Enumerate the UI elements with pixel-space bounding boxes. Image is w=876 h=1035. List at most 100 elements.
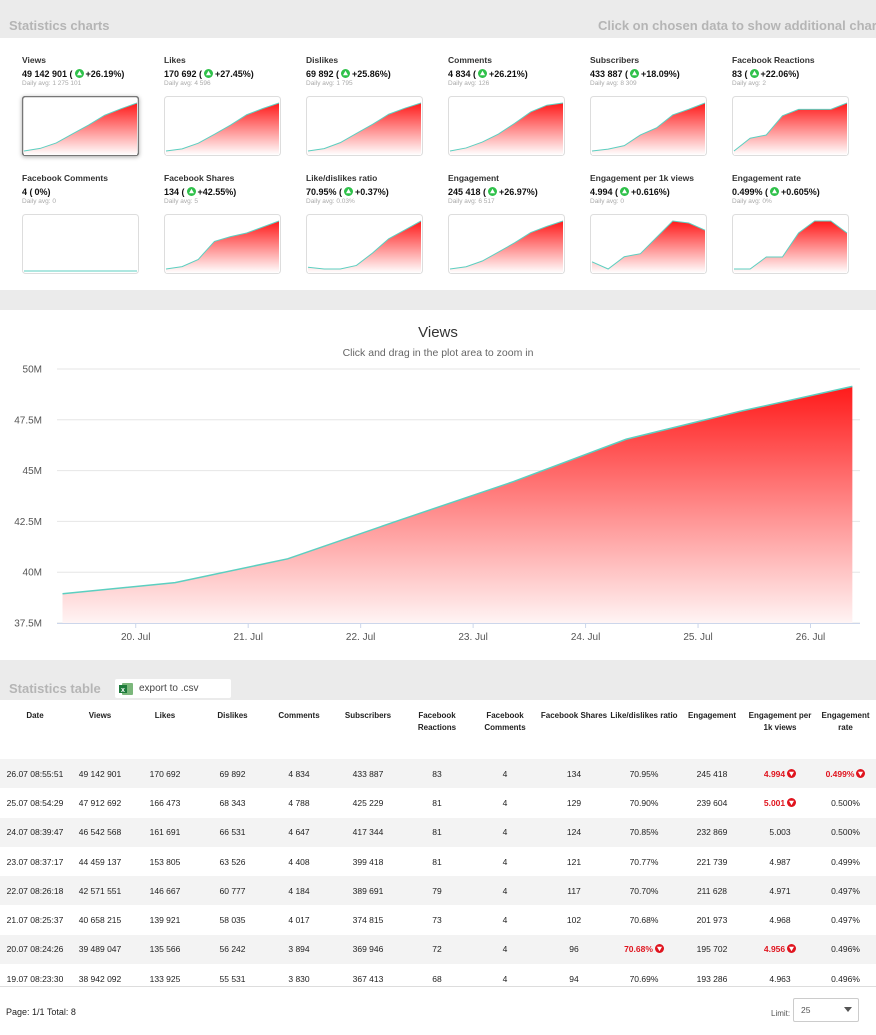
- table-cell: 417 344: [333, 817, 403, 847]
- dropdown-arrow: [844, 1007, 852, 1012]
- sparkline-line: [449, 220, 564, 270]
- cell-text: 4.994: [763, 768, 786, 779]
- table-cell: 72: [403, 934, 471, 965]
- footer: Page: 1/1 Total: 8 Limit: 25: [0, 986, 876, 1035]
- column-header: Comments: [278, 711, 320, 720]
- table-row: 22.07 08:26:18 42 571 551 146 667 60 777 4 1…: [0, 876, 876, 906]
- card-avg: Daily avg: 0: [22, 198, 56, 205]
- table-header: Statistics table x export to .csv: [0, 660, 876, 700]
- card-change: 0%): [34, 186, 51, 197]
- table-cell: 367 413: [352, 973, 384, 984]
- stat-card[interactable]: Engagement rate 0.499% (+0.605%) Daily avg…: [732, 173, 862, 274]
- table-cell: 121: [566, 856, 582, 867]
- table-cell: 5.001: [745, 788, 815, 817]
- card-label: Comments: [448, 55, 492, 65]
- card-value-line: 134 (+42.55%): [164, 185, 294, 198]
- stat-card[interactable]: Engagement per 1k views 4.994 (+0.616%) Da…: [590, 173, 720, 274]
- section-title: Statistics charts: [9, 18, 110, 33]
- sparkline-area: [166, 221, 279, 273]
- table-cell: 0.497%: [831, 915, 860, 926]
- export-button[interactable]: x export to .csv: [115, 679, 231, 698]
- card-value: 433 887 (: [590, 68, 629, 79]
- icon-arrow: [480, 70, 486, 76]
- stat-card[interactable]: Facebook Comments 4 (0%) Daily avg: 0: [22, 173, 152, 274]
- table-cell: 4 647: [265, 817, 333, 847]
- cell-text: 5.001: [763, 797, 786, 808]
- table-cell: 3 830: [288, 973, 310, 984]
- chart-subtitle: Click and drag in the plot area to zoom …: [343, 347, 534, 359]
- table-cell: 4: [502, 973, 508, 984]
- table-cell: 4.994: [745, 759, 815, 789]
- cell-text: 70.68%: [624, 944, 653, 955]
- table-cell: 4 408: [288, 856, 310, 867]
- icon-arrow: [858, 771, 864, 776]
- sparkline: [590, 96, 707, 156]
- trend-up-icon: [749, 69, 759, 78]
- card-label: Engagement rate: [732, 173, 801, 183]
- card-value-line: 170 692 (+27.45%): [164, 67, 294, 80]
- table-cell: 44 459 137: [78, 856, 122, 867]
- stat-card[interactable]: Comments 4 834 (+26.21%) Daily avg: 126: [448, 55, 578, 156]
- icon-arrow: [346, 188, 352, 194]
- card-value-line: 83 (+22.06%): [732, 67, 862, 80]
- table-cell: 56 242: [200, 934, 265, 965]
- stat-card[interactable]: Likes 170 692 (+27.45%) Daily avg: 4 596: [164, 55, 294, 156]
- table-cell: 0.496%: [815, 934, 876, 965]
- icon-arrow: [490, 188, 496, 194]
- card-change: +26.19%): [85, 68, 125, 79]
- icon-arrow: [206, 70, 212, 76]
- sparkline: [164, 214, 281, 274]
- stat-card[interactable]: Views 49 142 901 (+26.19%) Daily avg: 1 27…: [22, 55, 152, 156]
- stat-card[interactable]: Facebook Reactions 83 (+22.06%) Daily avg:…: [732, 55, 862, 156]
- stat-card[interactable]: Like/dislikes ratio 70.95% (+0.37%) Daily …: [306, 173, 436, 274]
- card-value-line: 433 887 (+18.09%): [590, 67, 720, 80]
- stat-card[interactable]: Engagement 245 418 (+26.97%) Daily avg: 6 …: [448, 173, 578, 274]
- icon-arrow: [622, 188, 628, 194]
- card-value: 83 (: [732, 68, 748, 79]
- table-cell: 166 473: [149, 797, 181, 808]
- card-value: 4 834 (: [448, 68, 477, 79]
- table-cell: 70.70%: [609, 876, 679, 906]
- table-cell: 195 702: [679, 934, 745, 965]
- card-change: +0.37%): [355, 186, 389, 197]
- icon-arrow: [656, 947, 662, 952]
- table-cell: 0.496%: [831, 973, 860, 984]
- sparkline: [164, 96, 281, 156]
- sparkline-area: [24, 103, 137, 155]
- card-label: Facebook Comments: [22, 173, 108, 183]
- trend-up-icon: [620, 187, 630, 196]
- table-cell: 239 604: [696, 797, 728, 808]
- stat-card[interactable]: Subscribers 433 887 (+18.09%) Daily avg: 8…: [590, 55, 720, 156]
- table-cell: 60 777: [200, 876, 265, 906]
- icon-arrow: [772, 188, 778, 194]
- card-value-line: 4.994 (+0.616%): [590, 185, 720, 198]
- trend-up-icon: [186, 187, 196, 196]
- x-tick-label: 24. Jul: [571, 632, 600, 643]
- y-tick-label: 47.5M: [14, 415, 42, 426]
- stat-card[interactable]: Dislikes 69 892 (+25.86%) Daily avg: 1 795: [306, 55, 436, 156]
- excel-icon: x: [119, 682, 133, 695]
- card-avg: Daily avg: 5: [164, 198, 198, 205]
- card-value-line: 245 418 (+26.97%): [448, 185, 578, 198]
- table-row: 19.07 08:23:30 38 942 092 133 925 55 531 3 8…: [0, 964, 876, 993]
- table-cell: 19.07 08:23:30: [6, 973, 64, 984]
- card-change: +25.86%): [352, 68, 391, 79]
- card-value: 134 (: [164, 186, 185, 197]
- table-cell: 4: [471, 759, 539, 789]
- card-value: 49 142 901 (: [22, 68, 73, 79]
- table-cell: 4.963: [769, 973, 791, 984]
- limit-select[interactable]: 25: [793, 998, 859, 1022]
- trend-up-icon: [770, 187, 780, 196]
- table-row: 26.07 08:55:51 49 142 901 170 692 69 892 4 8…: [0, 759, 876, 789]
- table-cell: 153 805: [149, 856, 181, 867]
- table-cell: 161 691: [130, 817, 200, 847]
- table-cell: 70.68%: [629, 915, 659, 926]
- card-value: 245 418 (: [448, 186, 487, 197]
- table-cell: 70.68%: [609, 934, 679, 965]
- stat-card[interactable]: Facebook Shares 134 (+42.55%) Daily avg: 5: [164, 173, 294, 274]
- card-label: Likes: [164, 55, 186, 65]
- table-cell: 42 571 551: [70, 876, 130, 906]
- column-header: Engagement per 1k views: [748, 711, 812, 732]
- table-cell: 146 667: [130, 876, 200, 906]
- icon-arrow: [76, 70, 82, 76]
